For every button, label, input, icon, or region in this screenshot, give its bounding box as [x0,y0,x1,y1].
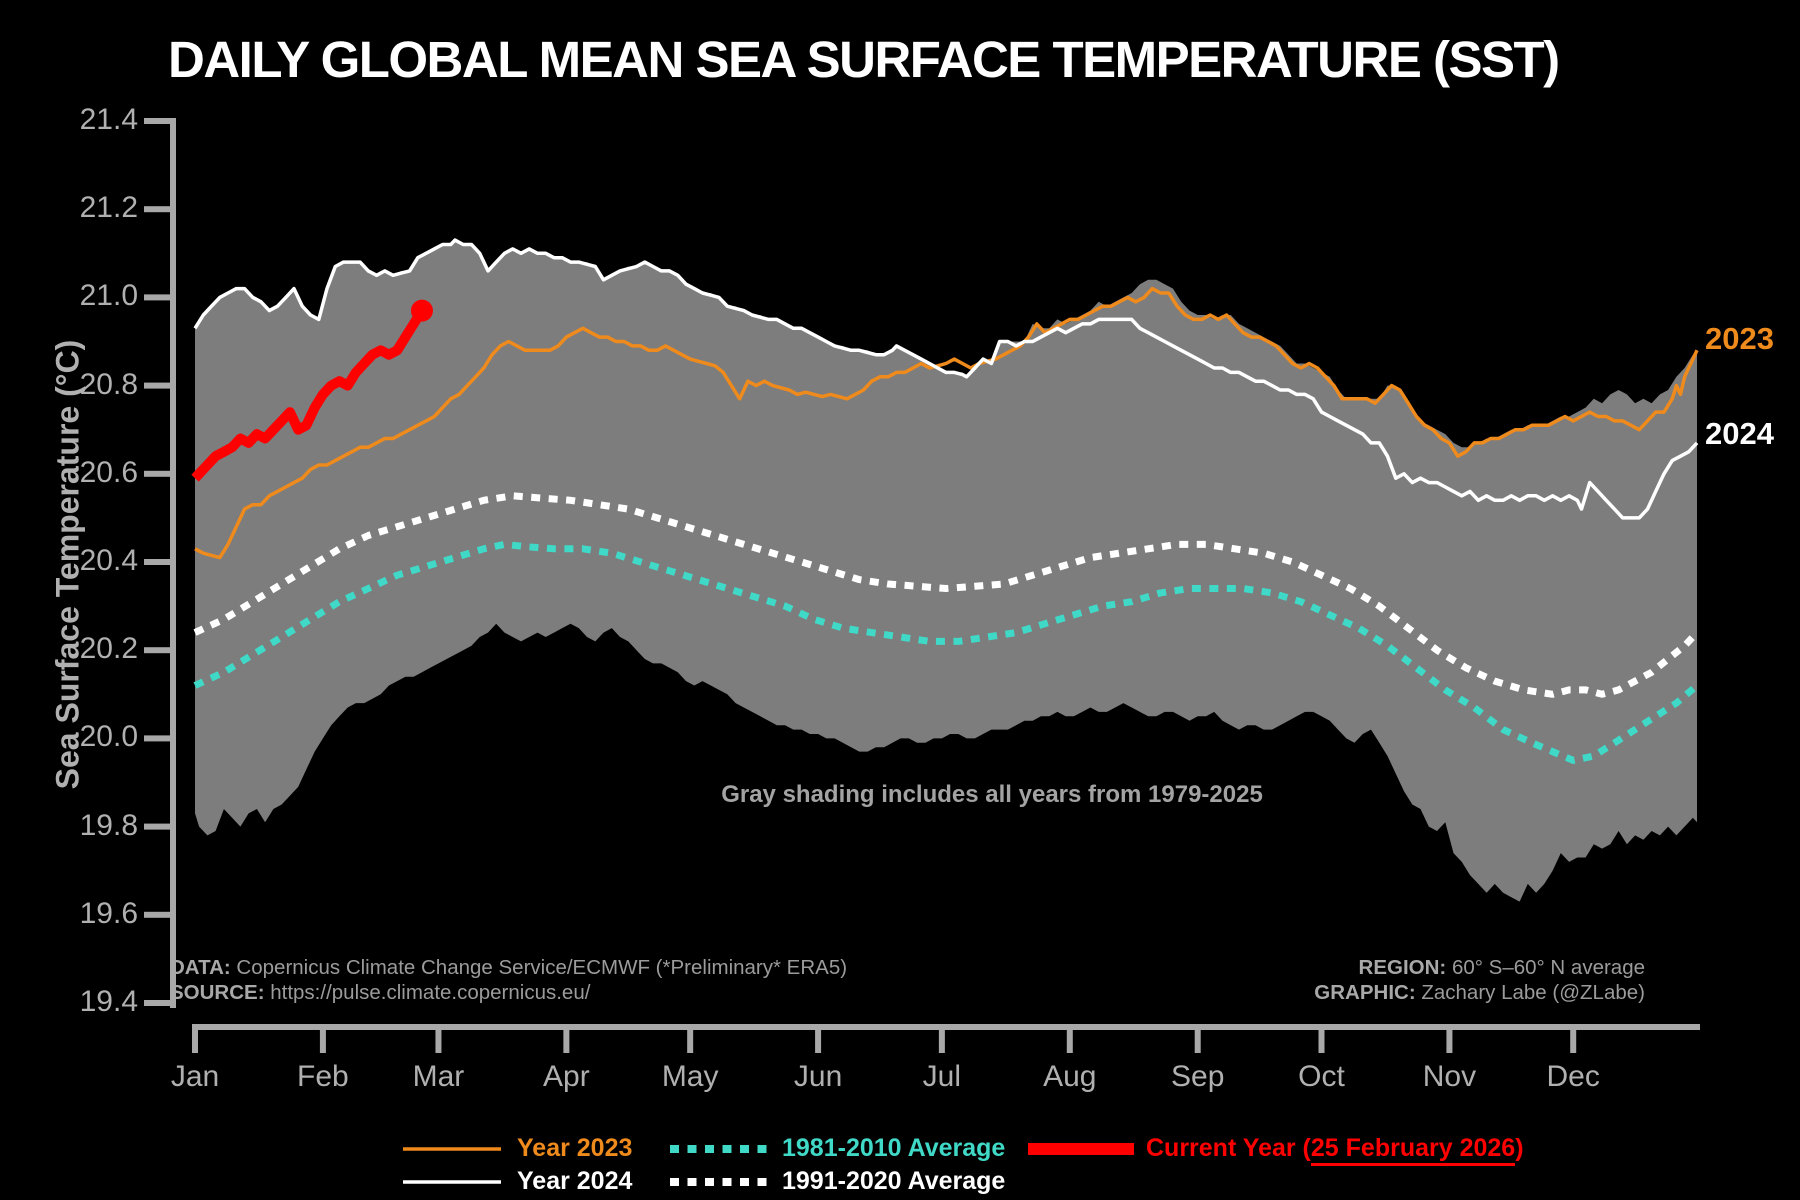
x-tick-label-jun: Jun [793,1060,843,1093]
legend-label-1981-2010: 1981-2010 Average [782,1134,1006,1162]
legend-line-2023-icon [403,1147,501,1151]
legend-line-2024-icon [403,1180,501,1184]
x-tick-label-apr: Apr [543,1060,590,1093]
x-tick-label-feb: Feb [297,1060,349,1093]
x-axis-tick [938,1030,945,1053]
y-axis-spine [170,118,176,1008]
series-end-label-2023: 2023 [1705,321,1774,356]
series-line-1991-2020-average [193,492,1700,698]
data-credit-value: Copernicus Climate Change Service/ECMWF … [230,956,848,979]
record-range-band [195,240,1697,902]
y-tick-label: 21.2 [79,191,138,225]
region-credit-label: REGION: [1358,956,1447,979]
y-axis-tick [144,382,171,389]
series-line-current-year-2026-through-25-february- [191,307,427,482]
y-tick-label: 20.4 [79,544,138,577]
legend-line-1991-2020-icon [670,1178,768,1186]
x-tick-label-nov: Nov [1422,1060,1477,1093]
y-tick-label: 20.2 [79,632,138,666]
y-tick-label: 19.6 [79,896,138,930]
x-tick-label-may: May [661,1060,719,1093]
x-axis-spine [192,1024,1700,1030]
y-tick-label: 19.4 [79,985,138,1018]
series-end-label-2024: 2024 [1705,416,1774,451]
legend-row-1: Year 2023 1981-2010 Average Current Year… [0,1134,1800,1166]
x-tick-label-mar: Mar [412,1060,465,1093]
y-axis-tick [144,735,171,742]
legend-current-date: 25 February 2026 [1310,1134,1516,1166]
y-tick-label: 21.0 [79,279,138,313]
y-tick-label: 19.8 [79,808,138,842]
x-axis-tick [815,1030,822,1053]
series-line-1981-2010-average [193,540,1700,764]
legend-label-2023: Year 2023 [517,1134,633,1162]
legend-line-current-year-icon [1028,1143,1134,1155]
series-line-year-2024 [193,238,1699,520]
graphic-credit-value: Zachary Labe (@ZLabe) [1415,981,1645,1004]
legend-label-2024: Year 2024 [517,1167,633,1195]
legend-row-2: Year 2024 1991-2020 Average [0,1167,1800,1197]
y-tick-label: 20.8 [79,367,138,401]
y-axis-tick [144,294,171,301]
y-axis-tick [144,823,171,830]
y-axis-tick [144,911,171,918]
series-line-year-2023 [194,286,1699,560]
legend-label-current-year: Current Year (25 February 2026) [1146,1134,1524,1166]
region-credit-value: 60° S–60° N average [1446,956,1645,979]
graphic-credit: GRAPHIC: Zachary Labe (@ZLabe) [1314,981,1645,1005]
region-credit: REGION: 60° S–60° N average [1359,956,1645,980]
y-tick-label: 20.6 [79,455,138,489]
page-title: DAILY GLOBAL MEAN SEA SURFACE TEMPERATUR… [168,31,1560,88]
x-axis-tick [1194,1030,1201,1053]
x-axis-tick [1446,1030,1453,1053]
y-tick-label: 20.0 [79,720,138,754]
x-tick-label-sep: Sep [1171,1060,1225,1093]
legend-line-1981-2010-icon [670,1145,768,1153]
x-tick-label-jan: Jan [170,1060,220,1093]
y-axis-tick [144,470,171,477]
x-axis-tick [319,1030,326,1053]
source-credit: SOURCE: https://pulse.climate.copernicus… [170,981,590,1005]
x-axis-tick [687,1030,694,1053]
x-axis-tick [1066,1030,1073,1053]
x-tick-label-jul: Jul [922,1060,962,1093]
current-day-marker [410,299,433,322]
legend-label-1991-2020: 1991-2020 Average [782,1167,1006,1195]
graphic-credit-label: GRAPHIC: [1314,981,1416,1004]
x-axis-tick [1570,1030,1577,1053]
source-credit-value: https://pulse.climate.copernicus.eu/ [264,981,591,1004]
data-credit: DATA: Copernicus Climate Change Service/… [170,956,847,980]
x-tick-label-dec: Dec [1546,1060,1600,1093]
data-credit-label: DATA: [170,956,231,979]
y-axis-tick [144,559,171,565]
x-axis-tick [192,1030,198,1053]
legend-current-prefix: Current Year ( [1146,1134,1311,1162]
y-axis-tick [144,206,171,213]
x-axis-tick [435,1030,442,1053]
x-axis-tick [563,1030,570,1053]
y-axis-tick [144,647,171,654]
x-tick-label-oct: Oct [1298,1060,1345,1093]
y-axis-tick [144,1000,171,1006]
y-axis-tick [144,118,171,124]
legend-current-suffix: ) [1515,1134,1524,1162]
y-tick-label: 21.4 [79,103,138,136]
gray-shading-annotation: Gray shading includes all years from 197… [721,781,1263,808]
source-credit-label: SOURCE: [170,981,265,1004]
x-axis-tick [1318,1030,1325,1053]
x-tick-label-aug: Aug [1043,1060,1097,1093]
